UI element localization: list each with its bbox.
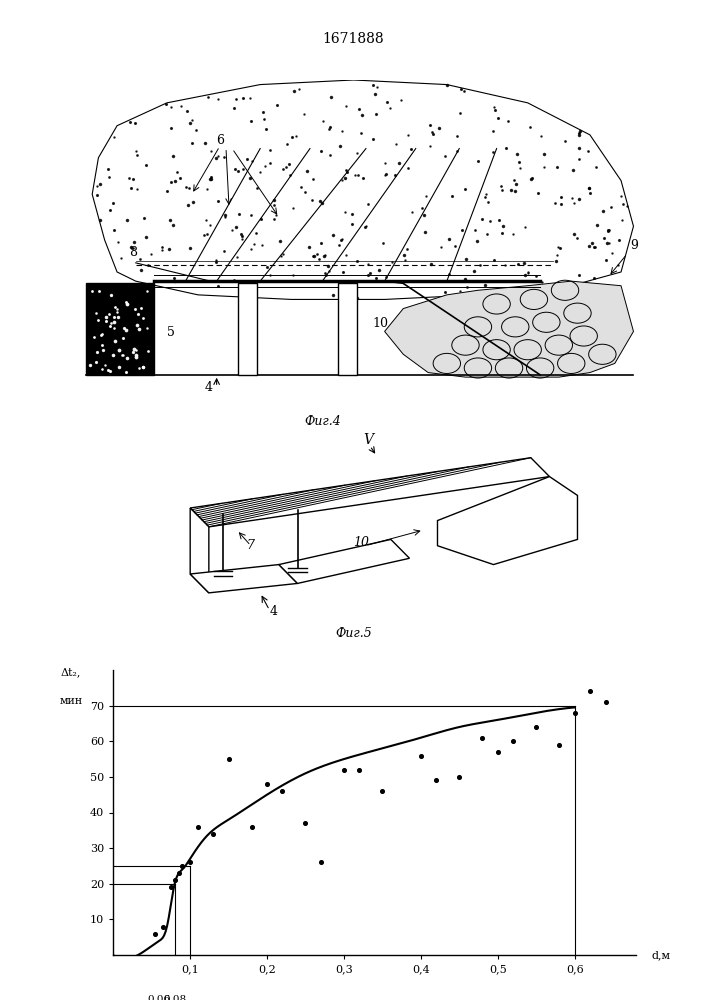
Text: Фиг.4: Фиг.4 [304,415,341,428]
Text: 5: 5 [167,326,175,339]
Polygon shape [92,80,633,299]
Bar [86,283,154,375]
Text: 9: 9 [631,239,638,252]
Text: 0,06: 0,06 [148,994,171,1000]
Point [165,879,177,895]
Bar [338,283,356,375]
Point [377,783,388,799]
Point [569,705,580,721]
Point [431,772,442,788]
Point [554,737,565,753]
Point [169,872,180,888]
Point [415,748,426,764]
Text: 6: 6 [216,134,225,147]
Point [492,744,503,760]
Text: 7: 7 [246,539,255,552]
Polygon shape [190,458,549,527]
Text: мин: мин [59,696,83,706]
Text: 1671888: 1671888 [322,32,385,46]
Point [192,819,204,835]
Point [246,819,257,835]
Text: Фиг.5: Фиг.5 [335,627,372,640]
Point [531,719,542,735]
Text: 4: 4 [204,381,212,394]
Text: 4: 4 [269,605,278,618]
Point [338,762,349,778]
Text: 8: 8 [129,246,138,259]
Point [585,683,596,699]
Text: Δt₂,: Δt₂, [61,667,81,677]
Point [600,694,611,710]
Point [477,730,488,746]
Point [315,854,327,870]
Polygon shape [279,539,409,583]
Point [207,826,218,842]
Polygon shape [190,565,298,593]
Point [185,854,196,870]
Text: d,м: d,м [652,950,671,960]
Point [354,762,365,778]
Polygon shape [190,508,209,593]
Point [158,918,169,934]
Point [262,776,273,792]
Point [276,783,288,799]
Point [173,865,184,881]
Point [150,926,161,942]
Point [454,769,465,785]
Polygon shape [438,477,578,565]
Point [177,858,188,874]
Text: V: V [363,433,373,447]
Text: 10: 10 [354,536,370,549]
Point [223,751,234,767]
Polygon shape [385,281,633,377]
Point [508,733,519,749]
Text: 0,08: 0,08 [163,994,186,1000]
Point [300,815,311,831]
Text: 10: 10 [372,317,388,330]
Bar [238,283,257,375]
